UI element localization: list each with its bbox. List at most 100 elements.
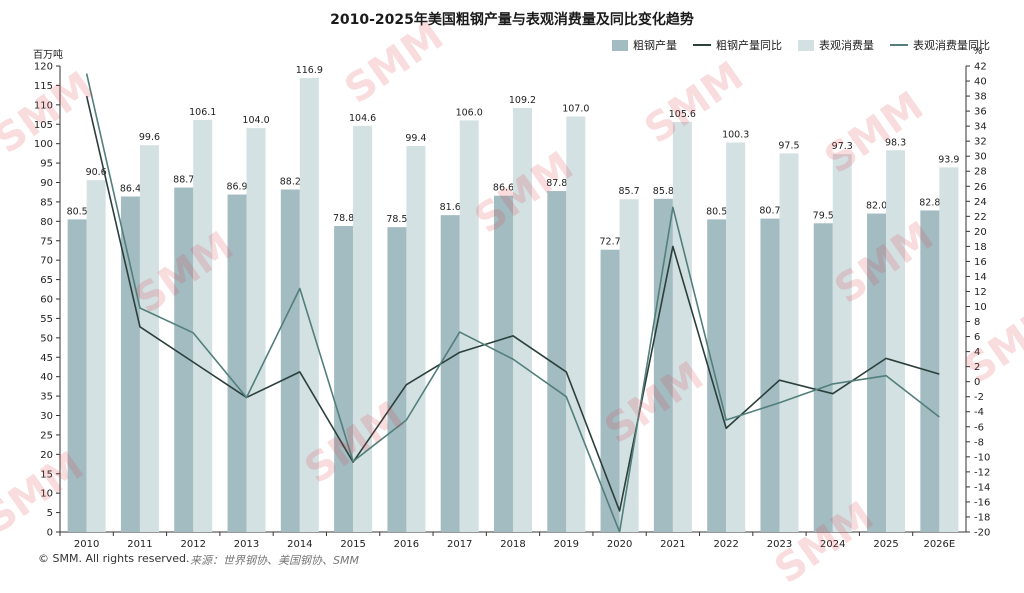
bar-production — [334, 225, 354, 532]
bar-value-label: 104.0 — [242, 115, 269, 126]
bar-value-label: 106.0 — [456, 107, 483, 118]
right-tick-label: 42 — [974, 62, 987, 73]
left-tick-label: 5 — [47, 508, 53, 519]
x-tick-label: 2012 — [181, 539, 206, 550]
legend-item-production: 粗钢产量 — [612, 37, 677, 53]
right-axis-unit: % — [973, 46, 983, 57]
bar-production — [387, 227, 407, 533]
bar-production — [760, 218, 780, 533]
legend-item-consumption: 表观消费量 — [798, 37, 874, 53]
left-tick-label: 55 — [40, 314, 53, 325]
right-tick-label: 14 — [974, 272, 987, 283]
x-tick-label: 2021 — [660, 539, 685, 550]
right-tick-label: 4 — [974, 347, 980, 358]
legend-swatch-production-yoy — [693, 44, 711, 46]
bar-value-label: 97.5 — [778, 140, 799, 151]
right-tick-label: 0 — [974, 377, 980, 388]
bar-production — [494, 195, 513, 532]
bar-value-label: 86.9 — [226, 182, 247, 193]
bar-consumption — [566, 116, 586, 532]
left-tick-label: 50 — [40, 333, 53, 344]
right-tick-label: -16 — [974, 497, 990, 508]
bar-value-label: 80.7 — [759, 206, 780, 217]
left-tick-label: 35 — [40, 392, 53, 403]
bar-consumption — [246, 128, 266, 532]
x-tick-label: 2024 — [820, 539, 845, 550]
bar-consumption — [459, 120, 479, 532]
bar-value-label: 86.6 — [493, 183, 514, 194]
bar-consumption — [86, 180, 106, 533]
right-tick-label: -20 — [974, 528, 990, 539]
legend-swatch-consumption-yoy — [890, 44, 908, 46]
right-tick-label: 38 — [974, 92, 987, 103]
bar-value-label: 99.4 — [405, 133, 426, 144]
bar-value-label: 97.3 — [832, 141, 853, 152]
right-tick-label: -2 — [974, 392, 984, 403]
legend-swatch-consumption — [798, 39, 814, 51]
source-text: 来源：世界钢协、美国钢协、SMM — [190, 554, 359, 567]
right-tick-label: 30 — [974, 152, 987, 163]
bar-consumption — [353, 125, 373, 532]
x-tick-label: 2013 — [234, 539, 259, 550]
bar-value-label: 109.2 — [509, 95, 536, 106]
right-tick-label: 34 — [974, 122, 987, 133]
legend-label-production: 粗钢产量 — [633, 39, 677, 52]
right-tick-label: -12 — [974, 467, 990, 478]
bar-value-label: 90.6 — [86, 167, 107, 178]
right-tick-label: 10 — [974, 302, 987, 313]
legend-item-consumption-yoy: 表观消费量同比 — [890, 37, 990, 53]
bar-production — [67, 219, 87, 532]
bar-value-label: 100.3 — [722, 130, 749, 141]
left-tick-label: 30 — [40, 411, 53, 422]
legend: 粗钢产量 粗钢产量同比 表观消费量 表观消费量同比 — [612, 37, 990, 53]
bar-consumption — [406, 145, 426, 532]
bar-consumption — [832, 154, 852, 532]
left-tick-label: 90 — [40, 178, 53, 189]
right-tick-label: 12 — [974, 287, 987, 298]
right-tick-label: 2 — [974, 362, 980, 373]
bar-value-label: 104.6 — [349, 113, 376, 124]
bar-production — [707, 219, 727, 532]
bar-production — [120, 196, 140, 533]
bar-consumption — [193, 119, 213, 532]
x-tick-label: 2018 — [500, 539, 525, 550]
legend-label-consumption-yoy: 表观消费量同比 — [913, 39, 990, 52]
left-tick-label: 115 — [34, 81, 53, 92]
right-tick-label: 26 — [974, 182, 987, 193]
bar-production — [280, 189, 300, 533]
right-tick-label: 20 — [974, 227, 987, 238]
x-tick-label: 2022 — [713, 539, 738, 550]
line-production-yoy — [85, 95, 940, 512]
left-tick-label: 100 — [34, 139, 53, 150]
line-consumption-yoy — [85, 73, 940, 533]
bar-production — [174, 187, 194, 532]
right-tick-label: 36 — [974, 107, 987, 118]
x-tick-label: 2010 — [74, 539, 99, 550]
bar-value-label: 81.6 — [440, 202, 461, 213]
bar-value-label: 93.9 — [938, 154, 959, 165]
bar-consumption — [513, 107, 532, 532]
right-tick-label: 40 — [974, 77, 987, 88]
right-tick-label: -18 — [974, 512, 990, 523]
left-tick-label: 95 — [40, 159, 53, 170]
x-tick-label: 2017 — [447, 539, 472, 550]
bar-value-label: 80.5 — [706, 206, 727, 217]
left-tick-label: 0 — [47, 528, 53, 539]
bar-consumption — [299, 78, 319, 532]
bar-production — [440, 215, 460, 532]
left-tick-label: 65 — [40, 275, 53, 286]
right-tick-label: -10 — [974, 452, 990, 463]
bar-value-label: 82.0 — [866, 201, 887, 212]
bar-consumption — [139, 145, 159, 532]
bar-value-label: 80.5 — [67, 206, 88, 217]
left-tick-label: 15 — [40, 469, 53, 480]
left-tick-label: 85 — [40, 197, 53, 208]
bar-production — [600, 249, 620, 532]
bar-consumption — [726, 142, 746, 533]
bar-consumption — [939, 167, 959, 533]
x-tick-label: 2023 — [767, 539, 792, 550]
x-tick-label: 2015 — [340, 539, 365, 550]
bar-value-label: 78.8 — [333, 213, 354, 224]
bar-value-label: 116.9 — [296, 65, 323, 76]
bar-production — [547, 191, 567, 532]
